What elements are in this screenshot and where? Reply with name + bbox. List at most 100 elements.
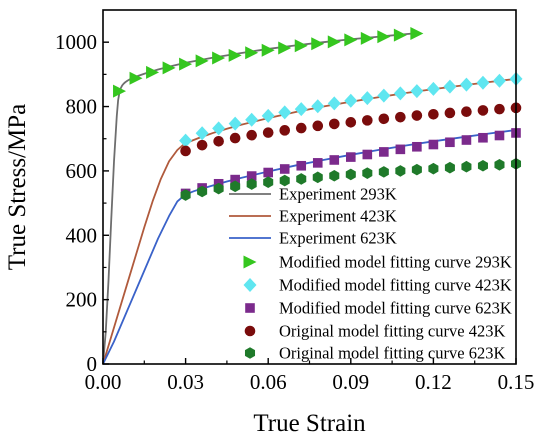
data-point xyxy=(312,158,323,168)
legend-item-experiment-293k: Experiment 293K xyxy=(229,185,397,204)
x-tick-label: 0.12 xyxy=(415,370,452,394)
axes: 0.00 0.03 0.06 0.09 0.12 0.15 0 200 400 600 800 10… xyxy=(4,9,534,437)
legend-swatch-marker xyxy=(244,325,256,337)
data-point xyxy=(180,145,191,157)
data-point xyxy=(129,71,143,85)
data-point xyxy=(478,132,488,143)
legend-item-modified-model-fitting-curve-293k: Modified model fitting curve 293K xyxy=(243,253,512,272)
x-tick-label: 0.00 xyxy=(85,370,122,394)
data-point xyxy=(329,155,340,165)
data-point xyxy=(296,173,307,185)
legend-item-modified-model-fitting-curve-423k: Modified model fitting curve 423K xyxy=(243,276,512,295)
data-point xyxy=(278,41,292,55)
legend-swatch-marker xyxy=(244,347,256,359)
data-point xyxy=(412,141,422,152)
data-point xyxy=(461,106,472,117)
data-point xyxy=(263,167,273,178)
data-point xyxy=(360,91,374,106)
legend-item-original-model-fitting-curve-423k: Original model fitting curve 423K xyxy=(244,322,505,341)
data-point xyxy=(246,171,257,181)
data-point xyxy=(477,105,489,116)
legend-label: Modified model fitting curve 293K xyxy=(279,253,512,272)
data-point xyxy=(311,37,325,51)
y-tick-label: 0 xyxy=(87,352,98,376)
data-point xyxy=(444,107,456,119)
data-point xyxy=(344,33,358,47)
data-point xyxy=(279,164,290,174)
legend: Experiment 293K Experiment 423K Experiment… xyxy=(229,185,512,363)
legend-label: Original model fitting curve 423K xyxy=(279,322,505,341)
data-point xyxy=(197,185,208,198)
series-line-experiment-623k xyxy=(102,129,517,365)
data-point xyxy=(179,57,193,71)
data-point xyxy=(395,165,406,177)
plot-series xyxy=(102,26,523,365)
data-point xyxy=(329,169,340,182)
data-point xyxy=(213,182,224,195)
data-point xyxy=(213,136,224,147)
data-point xyxy=(195,126,209,141)
data-point xyxy=(492,73,506,88)
data-point xyxy=(328,118,340,130)
y-tick-label: 1000 xyxy=(55,30,97,54)
series-modified-model-fitting-curve-293k xyxy=(113,26,424,98)
data-point xyxy=(295,122,307,134)
y-tick-label: 800 xyxy=(66,95,98,119)
data-point xyxy=(246,129,257,141)
legend-swatch-marker xyxy=(243,278,257,292)
data-point xyxy=(444,161,455,174)
data-point xyxy=(279,174,290,187)
data-point xyxy=(362,115,373,126)
data-point xyxy=(378,113,390,125)
data-point xyxy=(278,105,292,120)
data-point xyxy=(294,39,308,53)
legend-label: Modified model fitting curve 623K xyxy=(279,299,512,318)
x-axis-ticks: 0.00 0.03 0.06 0.09 0.12 0.15 xyxy=(85,358,534,394)
data-point xyxy=(461,160,472,173)
y-tick-label: 400 xyxy=(66,223,98,247)
legend-item-experiment-423k: Experiment 423K xyxy=(229,207,397,226)
data-point xyxy=(362,149,373,160)
data-point xyxy=(245,46,259,60)
legend-label: Experiment 423K xyxy=(279,207,397,226)
data-point xyxy=(395,111,406,123)
series-original-model-fitting-curve-623k xyxy=(180,158,522,201)
data-point xyxy=(245,112,259,127)
data-point xyxy=(195,54,209,68)
data-point xyxy=(228,48,242,62)
data-point xyxy=(345,117,357,128)
data-point xyxy=(229,132,241,144)
series-original-model-fitting-curve-423k xyxy=(180,102,522,157)
data-point xyxy=(263,176,274,188)
data-point xyxy=(162,61,176,75)
data-point xyxy=(311,99,325,114)
legend-label: Experiment 293K xyxy=(279,185,397,204)
y-axis-ticks: 0 200 400 600 800 1000 xyxy=(55,30,109,376)
y-tick-label: 600 xyxy=(66,159,98,183)
y-axis-title: True Stress/MPa xyxy=(4,104,31,270)
data-point xyxy=(428,139,439,150)
data-point xyxy=(362,167,373,179)
legend-item-original-model-fitting-curve-623k: Original model fitting curve 623K xyxy=(244,344,505,363)
data-point xyxy=(344,93,358,108)
data-point xyxy=(212,121,226,136)
data-point xyxy=(378,166,389,178)
data-point xyxy=(327,35,341,49)
data-point xyxy=(393,28,407,42)
data-point xyxy=(459,77,473,92)
x-axis-title: True Strain xyxy=(253,410,366,437)
data-point xyxy=(410,84,424,99)
data-point xyxy=(494,130,505,141)
legend-item-experiment-623k: Experiment 623K xyxy=(229,229,397,248)
data-point xyxy=(445,137,455,148)
x-tick-label: 0.06 xyxy=(250,370,287,394)
data-point xyxy=(146,65,160,79)
data-point xyxy=(395,144,406,155)
data-point xyxy=(377,88,391,103)
data-point xyxy=(494,103,505,115)
data-point xyxy=(230,180,241,193)
data-point xyxy=(279,125,291,136)
data-point xyxy=(428,162,439,175)
data-point xyxy=(180,189,191,201)
